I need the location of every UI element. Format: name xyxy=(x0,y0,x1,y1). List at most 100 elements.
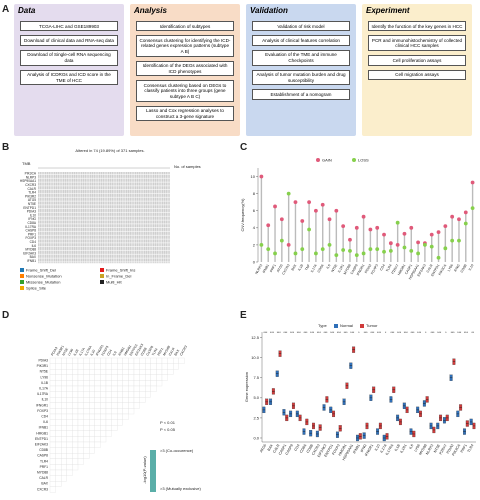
workflow-step: Cell migration assays xyxy=(368,69,466,81)
cell xyxy=(55,380,62,387)
cell xyxy=(139,374,146,381)
dot xyxy=(354,225,359,230)
dot xyxy=(286,243,291,247)
cell xyxy=(100,385,107,392)
legend-swatch xyxy=(20,286,24,290)
cell xyxy=(77,453,84,459)
legend-marker xyxy=(316,158,320,162)
cell xyxy=(133,397,140,403)
cell xyxy=(128,385,135,392)
cell xyxy=(83,436,90,443)
cell xyxy=(83,363,90,370)
row-label: FOXP3 xyxy=(37,409,48,413)
x-tick-label: CASP8 xyxy=(350,263,359,275)
cell xyxy=(49,380,56,387)
x-tick-label: ATG5 xyxy=(259,444,267,454)
y-tick-label: 0 xyxy=(253,259,256,264)
dot xyxy=(470,180,475,185)
gene-label: TLR4 xyxy=(28,191,36,195)
cell xyxy=(77,425,84,431)
dot xyxy=(361,214,366,219)
cell xyxy=(111,402,118,409)
cell xyxy=(55,385,62,392)
significance: * xyxy=(358,331,360,335)
cell xyxy=(55,425,62,431)
dot xyxy=(293,251,298,256)
cell xyxy=(61,402,67,409)
x-tick-label: CXCR3 xyxy=(311,444,321,457)
row-label: BAX xyxy=(41,482,48,486)
gene-label: IFNB1 xyxy=(27,259,36,263)
cell xyxy=(122,380,129,387)
row-label: IL6 xyxy=(43,420,48,424)
significance: *** xyxy=(404,331,409,335)
cell xyxy=(61,447,67,454)
cell xyxy=(61,369,67,375)
legend-label: -log10(P-value) xyxy=(142,456,147,484)
gene-label: IL10 xyxy=(30,213,36,217)
dot xyxy=(334,208,339,213)
x-tick-label: IL10 xyxy=(468,263,475,271)
cell xyxy=(167,369,174,375)
workflow-step: Analysis of clinical features correlatio… xyxy=(252,35,350,46)
workflow-step: Analysis of ICDRGs and ICD score in the … xyxy=(20,69,118,86)
cell xyxy=(83,408,90,415)
workflow-step: Consensus clustering based on DEGs to cl… xyxy=(136,80,234,102)
cell xyxy=(133,369,140,375)
cell xyxy=(161,374,168,381)
dot xyxy=(361,251,366,256)
cell xyxy=(49,486,56,493)
workflow-step: Download of clinical data and RNA-seq da… xyxy=(20,35,118,46)
cell xyxy=(94,369,101,375)
cell xyxy=(173,363,179,370)
col-label: TLR4 xyxy=(151,347,159,356)
cell xyxy=(66,413,73,420)
workflow-column: Validation Validation of risk model Analys… xyxy=(246,4,356,136)
cell xyxy=(100,369,107,375)
cell xyxy=(150,380,157,387)
cell xyxy=(66,441,73,448)
dot xyxy=(463,221,468,226)
legend-label: LOSS xyxy=(358,157,369,162)
col-label: IL17A xyxy=(78,346,86,356)
cell xyxy=(139,357,146,364)
x-tick-label: CALR xyxy=(426,263,434,273)
cell xyxy=(128,402,135,409)
cell xyxy=(122,408,129,415)
gene-label: CALR xyxy=(27,187,36,191)
cell xyxy=(55,475,62,482)
x-tick-label: CD8A xyxy=(317,263,325,273)
cell xyxy=(173,357,179,364)
column-title: Data xyxy=(18,6,36,15)
significance: *** xyxy=(364,331,369,335)
cell xyxy=(55,436,62,443)
gene-label: PIK3CA xyxy=(25,172,37,176)
x-tick-label: IL1B xyxy=(297,263,304,272)
cell xyxy=(83,391,90,398)
cell xyxy=(100,391,107,398)
legend-label: Missense_Mutation xyxy=(26,279,60,284)
cell xyxy=(145,380,151,387)
x-tick-label: MYD88 xyxy=(343,263,352,275)
legend-label: >3 (Mutually exclusive) xyxy=(160,486,201,491)
x-tick-label: MYD88 xyxy=(418,443,427,455)
cell xyxy=(66,357,73,364)
dot xyxy=(279,238,284,243)
cell xyxy=(61,357,67,364)
row-label: PRF1 xyxy=(40,465,49,469)
cell xyxy=(100,436,107,443)
cell xyxy=(72,391,79,398)
cell xyxy=(49,419,56,426)
row-label: IL1B xyxy=(41,381,49,385)
workflow-step: TCGA-LIHC and GSE189903 xyxy=(20,21,118,32)
cell xyxy=(161,363,168,370)
cell xyxy=(122,374,129,381)
col-label: LY96 xyxy=(67,348,74,357)
cell xyxy=(49,425,56,431)
significance: *** xyxy=(350,331,355,335)
cell xyxy=(83,380,90,387)
cell xyxy=(66,380,73,387)
dot xyxy=(368,247,373,252)
cell xyxy=(77,380,84,387)
x-tick-label: ENTPD1 xyxy=(430,263,440,277)
